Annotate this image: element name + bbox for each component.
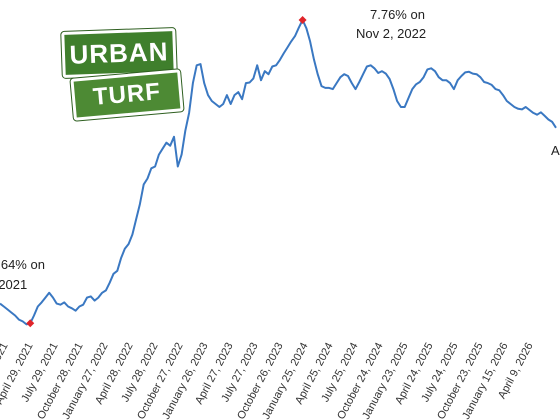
annotation-peak-line1: 7.76% on bbox=[370, 7, 425, 22]
urban-turf-logo: URBAN TURF bbox=[61, 24, 184, 121]
low-point-marker bbox=[26, 319, 35, 328]
logo-sign-turf: TURF bbox=[70, 69, 184, 121]
annotation-low-line1: 2.64% on bbox=[0, 257, 45, 272]
marker-group bbox=[26, 16, 307, 328]
series-line bbox=[0, 19, 557, 326]
peak-point-marker bbox=[298, 16, 307, 24]
series-line-group bbox=[0, 19, 557, 326]
annotation-low-line2: January 7, 2021 bbox=[0, 277, 27, 292]
annotation-end-label: A bbox=[551, 143, 560, 158]
annotation-peak-line2: Nov 2, 2022 bbox=[356, 26, 426, 41]
